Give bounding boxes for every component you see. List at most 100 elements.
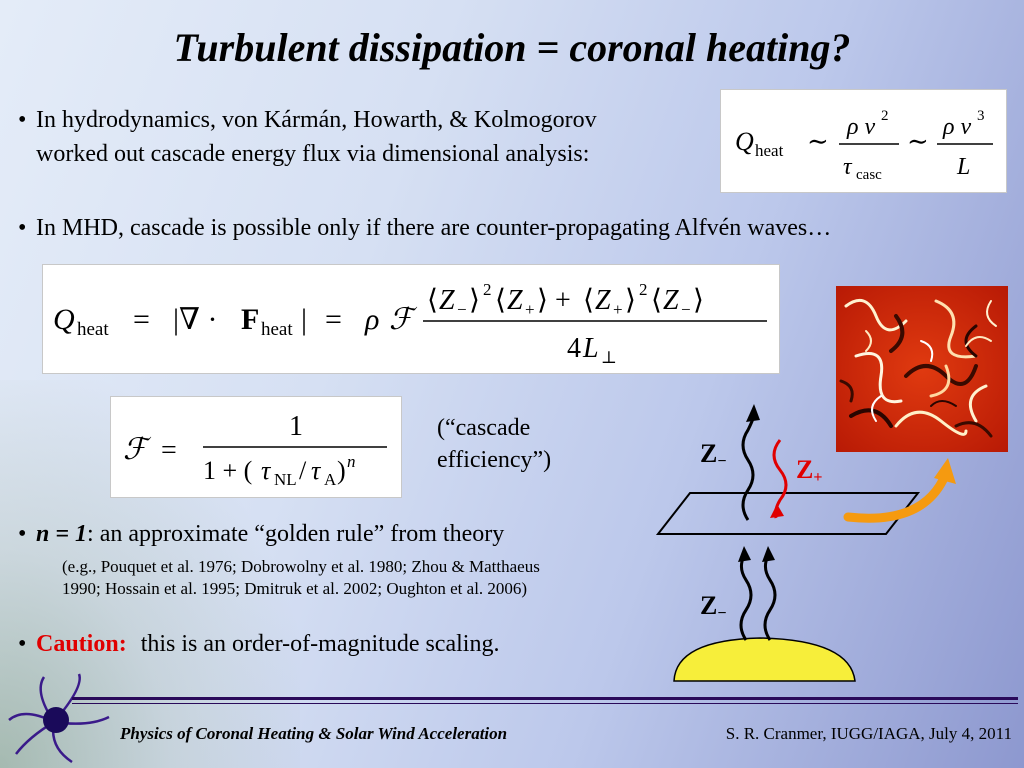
wave-lower-2	[763, 555, 777, 641]
svg-text:τ: τ	[311, 456, 322, 485]
svg-text:⟨: ⟨	[427, 285, 438, 316]
label-z-minus-top: Z−	[700, 439, 726, 470]
svg-text:ℱ: ℱ	[389, 303, 418, 336]
bullet-dot: •	[18, 521, 27, 547]
turbulence-image-graphic	[836, 286, 1008, 452]
svg-text:Z: Z	[595, 285, 611, 316]
equation-qheat-scaling-math: Q heat ∼ ρ v 2 τ casc ∼ ρ v 3 L	[735, 108, 993, 183]
svg-text:τ: τ	[261, 456, 272, 485]
label-z-minus-bottom-letter: Z	[700, 591, 717, 620]
arrowhead-icon	[770, 504, 784, 518]
svg-text:ρ: ρ	[364, 303, 379, 336]
label-z-minus-top-sub: −	[717, 453, 726, 470]
svg-text:heat: heat	[755, 141, 784, 160]
svg-text:ℱ: ℱ	[123, 433, 152, 466]
equation-cascade-efficiency-math: ℱ = 1 1 + ( τ NL / τ A ) n	[123, 411, 387, 489]
bullet-dot: •	[18, 107, 27, 133]
svg-text:2: 2	[639, 280, 648, 299]
svg-text:L: L	[956, 154, 970, 180]
svg-text:Z: Z	[663, 285, 679, 316]
svg-text:=: =	[161, 435, 177, 466]
label-z-plus: Z+	[796, 455, 822, 486]
svg-text:): )	[337, 456, 346, 485]
cascade-efficiency-note: (“cascade efficiency”)	[437, 412, 551, 476]
references: (e.g., Pouquet et al. 1976; Dobrowolny e…	[62, 556, 540, 600]
svg-text:Q: Q	[735, 127, 754, 156]
footer-divider	[72, 697, 1018, 700]
golden-rule-text: : an approximate “golden rule” from theo…	[87, 521, 505, 547]
svg-text:⟨: ⟨	[583, 285, 594, 316]
svg-text:2: 2	[881, 108, 889, 124]
slide-title: Turbulent dissipation = coronal heating?	[173, 25, 851, 70]
svg-text:=: =	[133, 303, 150, 336]
svg-text:1 + (: 1 + (	[203, 456, 252, 485]
svg-text:F: F	[241, 303, 259, 336]
svg-text:heat: heat	[261, 319, 293, 340]
arrowhead-icon	[762, 546, 775, 562]
alfven-wave-diagram: Z− Z+ Z−	[655, 404, 956, 682]
svg-text:Z: Z	[439, 285, 455, 316]
sun-surface	[673, 637, 856, 682]
svg-text:∼: ∼	[807, 127, 829, 156]
svg-text:4: 4	[567, 333, 581, 364]
label-z-minus-top-letter: Z	[700, 439, 717, 468]
footer-author-date: S. R. Cranmer, IUGG/IAGA, July 4, 2011	[725, 724, 1012, 743]
svg-text:n: n	[347, 452, 356, 471]
svg-text:3: 3	[977, 108, 985, 124]
golden-rule-n: n = 1	[36, 521, 88, 547]
svg-text:|∇ ·: |∇ ·	[173, 303, 217, 336]
svg-text:ρ v: ρ v	[846, 114, 876, 140]
svg-text:⟨: ⟨	[651, 285, 662, 316]
label-z-plus-sub: +	[813, 469, 822, 486]
svg-text:/: /	[299, 456, 307, 485]
svg-text:|: |	[301, 303, 307, 336]
svg-text:⟩: ⟩	[693, 285, 704, 316]
turbulence-image	[836, 286, 1008, 452]
equation-mhd-heating-math: Q heat = |∇ · F heat | = ρ ℱ ⟨ Z − ⟩ 2 ⟨…	[53, 280, 767, 367]
bullet-golden-rule: • n = 1: an approximate “golden rule” fr…	[18, 517, 505, 551]
equation-mhd-heating: Q heat = |∇ · F heat | = ρ ℱ ⟨ Z − ⟩ 2 ⟨…	[42, 264, 780, 374]
bullet-mhd: • In MHD, cascade is possible only if th…	[18, 211, 832, 245]
svg-text:+: +	[613, 300, 623, 319]
svg-text:Q: Q	[53, 303, 75, 336]
svg-text:⟩: ⟩	[625, 285, 636, 316]
footer-divider-thin	[72, 703, 1018, 704]
svg-text:NL: NL	[274, 470, 297, 489]
svg-text:ρ v: ρ v	[942, 114, 972, 140]
svg-text:=: =	[325, 303, 342, 336]
references-line2: 1990; Hossain et al. 1995; Dmitruk et al…	[62, 579, 528, 598]
cascade-note-line1: (“cascade	[437, 415, 531, 441]
wave-z-plus	[772, 439, 788, 519]
sun-logo-icon	[8, 673, 110, 764]
wave-lower-1	[739, 555, 753, 641]
arrowhead-icon	[746, 404, 760, 422]
caution-text: this is an order-of-magnitude scaling.	[140, 631, 500, 657]
bullet-text-line2: worked out cascade energy flux via dimen…	[36, 141, 590, 167]
bullet-dot: •	[18, 631, 27, 657]
heating-plane	[655, 492, 921, 535]
svg-text:Z: Z	[507, 285, 523, 316]
svg-text:⟩: ⟩	[537, 285, 548, 316]
orange-arrow	[843, 475, 948, 523]
bullet-text: In MHD, cascade is possible only if ther…	[36, 215, 832, 241]
svg-text:⟩: ⟩	[469, 285, 480, 316]
svg-text:−: −	[681, 300, 691, 319]
svg-text:−: −	[457, 300, 467, 319]
references-line1: (e.g., Pouquet et al. 1976; Dobrowolny e…	[62, 557, 540, 576]
svg-text:1: 1	[289, 411, 303, 442]
svg-text:⊥: ⊥	[601, 348, 617, 367]
cascade-note-line2: efficiency”)	[437, 447, 552, 473]
orange-arrowhead-icon	[934, 458, 956, 484]
svg-text:∼: ∼	[907, 127, 929, 156]
svg-text:+: +	[555, 285, 571, 316]
equation-cascade-efficiency: ℱ = 1 1 + ( τ NL / τ A ) n	[110, 396, 402, 498]
caution-label: Caution:	[36, 631, 127, 657]
label-z-minus-bottom: Z−	[700, 591, 726, 622]
svg-text:casc: casc	[856, 167, 882, 183]
bullet-text-line1: In hydrodynamics, von Kármán, Howarth, &…	[36, 107, 597, 133]
bullet-caution: • Caution: this is an order-of-magnitude…	[18, 627, 500, 661]
svg-text:⟨: ⟨	[495, 285, 506, 316]
svg-text:L: L	[582, 333, 599, 364]
svg-text:+: +	[525, 300, 535, 319]
arrowhead-icon	[738, 546, 751, 562]
